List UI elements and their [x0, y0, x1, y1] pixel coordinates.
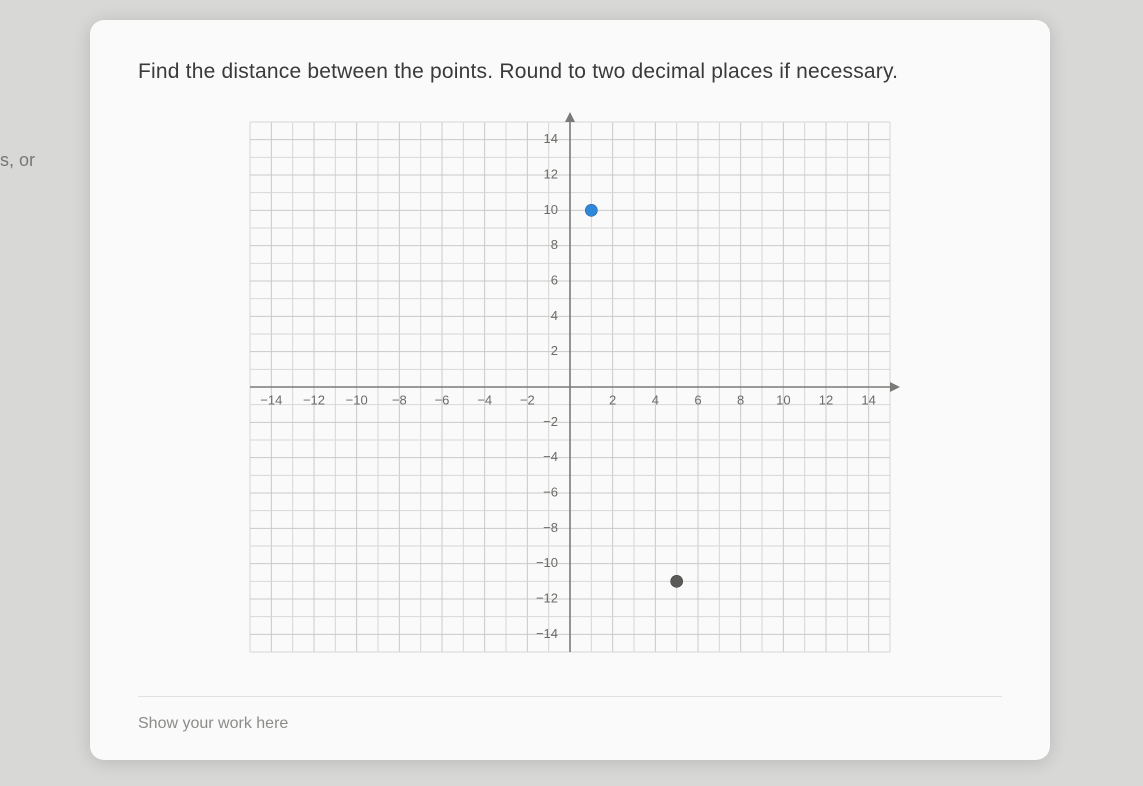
svg-text:−8: −8 [392, 392, 407, 407]
show-work-label: Show your work here [138, 696, 1002, 733]
svg-text:10: 10 [544, 202, 558, 217]
coordinate-grid: −14 −12 −10 −8 −6 −4 −2 2 4 6 8 10 12 14 14 12 10 8 6 4 2 −2 −… [230, 102, 910, 672]
svg-text:4: 4 [652, 392, 659, 407]
svg-text:−10: −10 [346, 392, 368, 407]
svg-text:2: 2 [609, 392, 616, 407]
svg-text:−6: −6 [435, 392, 450, 407]
svg-text:−12: −12 [303, 392, 325, 407]
chart-container: −14 −12 −10 −8 −6 −4 −2 2 4 6 8 10 12 14 14 12 10 8 6 4 2 −2 −… [138, 102, 1002, 672]
svg-text:−8: −8 [543, 520, 558, 535]
svg-text:−14: −14 [536, 626, 558, 641]
svg-text:−4: −4 [477, 392, 492, 407]
svg-text:−2: −2 [543, 414, 558, 429]
svg-text:−6: −6 [543, 484, 558, 499]
svg-text:8: 8 [551, 237, 558, 252]
svg-text:14: 14 [861, 392, 875, 407]
svg-text:8: 8 [737, 392, 744, 407]
svg-text:6: 6 [694, 392, 701, 407]
svg-text:−4: −4 [543, 449, 558, 464]
svg-text:10: 10 [776, 392, 790, 407]
point-b [671, 575, 683, 587]
svg-text:12: 12 [819, 392, 833, 407]
svg-text:4: 4 [551, 308, 558, 323]
point-a [585, 204, 597, 216]
svg-text:−14: −14 [260, 392, 282, 407]
svg-text:14: 14 [544, 131, 558, 146]
svg-text:2: 2 [551, 343, 558, 358]
svg-text:−12: −12 [536, 590, 558, 605]
svg-text:−2: −2 [520, 392, 535, 407]
svg-text:−10: −10 [536, 555, 558, 570]
question-card: Find the distance between the points. Ro… [90, 20, 1050, 760]
sidebar-fragment-text: s, or [0, 150, 35, 171]
svg-text:6: 6 [551, 272, 558, 287]
question-text: Find the distance between the points. Ro… [138, 60, 1002, 84]
svg-text:12: 12 [544, 166, 558, 181]
